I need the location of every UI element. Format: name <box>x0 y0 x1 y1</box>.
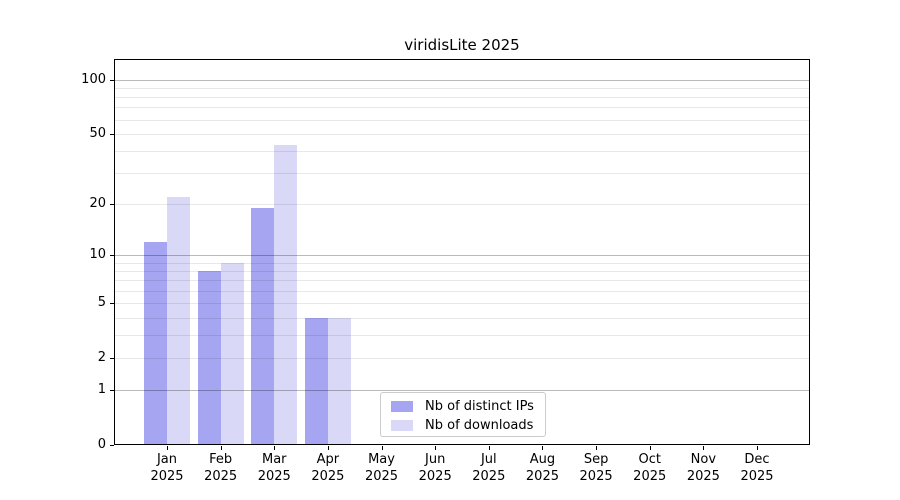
bar-feb-ips <box>197 271 221 445</box>
bar-apr-downloads <box>327 317 351 445</box>
legend-item-downloads: Nb of downloads <box>381 417 545 434</box>
bar-apr-ips <box>304 317 328 445</box>
legend-swatch-distinct-ips <box>391 401 413 412</box>
bar-mar-ips <box>251 207 275 445</box>
chart-title: viridisLite 2025 <box>404 36 520 54</box>
bar-mar-downloads <box>274 145 298 445</box>
legend-item-distinct-ips: Nb of distinct IPs <box>381 398 545 415</box>
bar-jan-ips <box>144 241 167 445</box>
legend-label-distinct-ips: Nb of distinct IPs <box>425 399 534 414</box>
bar-jan-downloads <box>167 196 190 445</box>
legend-swatch-downloads <box>391 420 413 431</box>
bar-feb-downloads <box>220 262 244 445</box>
legend-label-downloads: Nb of downloads <box>425 418 534 433</box>
legend: Nb of distinct IPs Nb of downloads <box>380 392 546 437</box>
